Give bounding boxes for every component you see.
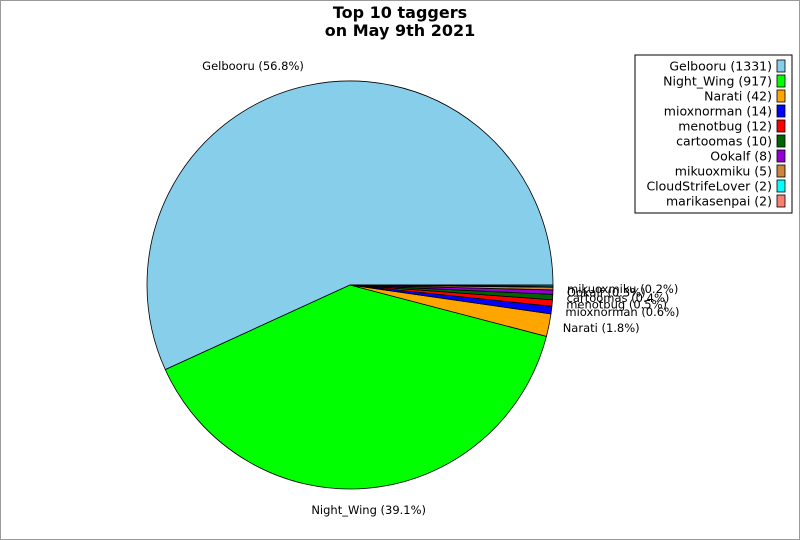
- legend-label-night_wing: Night_Wing (917): [663, 74, 772, 89]
- legend-swatch-marikasenpai: [776, 194, 786, 208]
- chart-title-line-2: on May 9th 2021: [325, 21, 475, 40]
- legend-swatch-narati: [776, 89, 786, 103]
- legend-label-menotbug: menotbug (12): [678, 119, 772, 134]
- legend-swatch-mioxnorman: [776, 104, 786, 118]
- legend: Gelbooru (1331)Night_Wing (917)Narati (4…: [634, 54, 793, 214]
- legend-label-ookalf: Ookalf (8): [710, 149, 772, 164]
- pie-slice-night_wing: [164, 284, 547, 490]
- slice-label-night_wing: Night_Wing (39.1%): [311, 503, 426, 517]
- pie-slice-gelbooru: [146, 80, 554, 371]
- pie-slices: [146, 80, 554, 490]
- legend-swatch-cloudstrifelover: [776, 179, 786, 193]
- legend-swatch-cartoomas: [776, 134, 786, 148]
- legend-label-mioxnorman: mioxnorman (14): [664, 104, 772, 119]
- legend-label-mikuoxmiku: mikuoxmiku (5): [675, 164, 772, 179]
- slice-label-mikuoxmiku: mikuoxmiku (0.2%): [567, 282, 678, 296]
- legend-box: [634, 54, 793, 214]
- legend-label-cloudstrifelover: CloudStrifeLover (2): [646, 179, 772, 194]
- legend-label-marikasenpai: marikasenpai (2): [666, 194, 772, 209]
- legend-swatch-menotbug: [776, 119, 786, 133]
- legend-label-gelbooru: Gelbooru (1331): [669, 59, 772, 74]
- slice-label-narati: Narati (1.8%): [563, 321, 640, 335]
- legend-swatch-night_wing: [776, 74, 786, 88]
- legend-swatch-mikuoxmiku: [776, 164, 786, 178]
- pie-slice-marikasenpai: [349, 284, 554, 287]
- slice-label-mioxnorman: mioxnorman (0.6%): [565, 305, 679, 319]
- slice-label-gelbooru: Gelbooru (56.8%): [202, 59, 304, 73]
- legend-label-narati: Narati (42): [704, 89, 772, 104]
- pie-slice-labels: Gelbooru (56.8%) Night_Wing (39.1%) Narati…: [202, 59, 679, 517]
- legend-label-cartoomas: cartoomas (10): [676, 134, 772, 149]
- slice-label-cartoomas: cartoomas (0.4%): [567, 291, 670, 305]
- chart-title-line-1: Top 10 taggers: [333, 3, 467, 22]
- slice-label-menotbug: menotbug (0.5%): [566, 297, 667, 311]
- legend-swatch-ookalf: [776, 149, 786, 163]
- legend-swatch-gelbooru: [776, 59, 786, 73]
- slice-label-ookalf: Ookalf (0.3%): [567, 286, 646, 300]
